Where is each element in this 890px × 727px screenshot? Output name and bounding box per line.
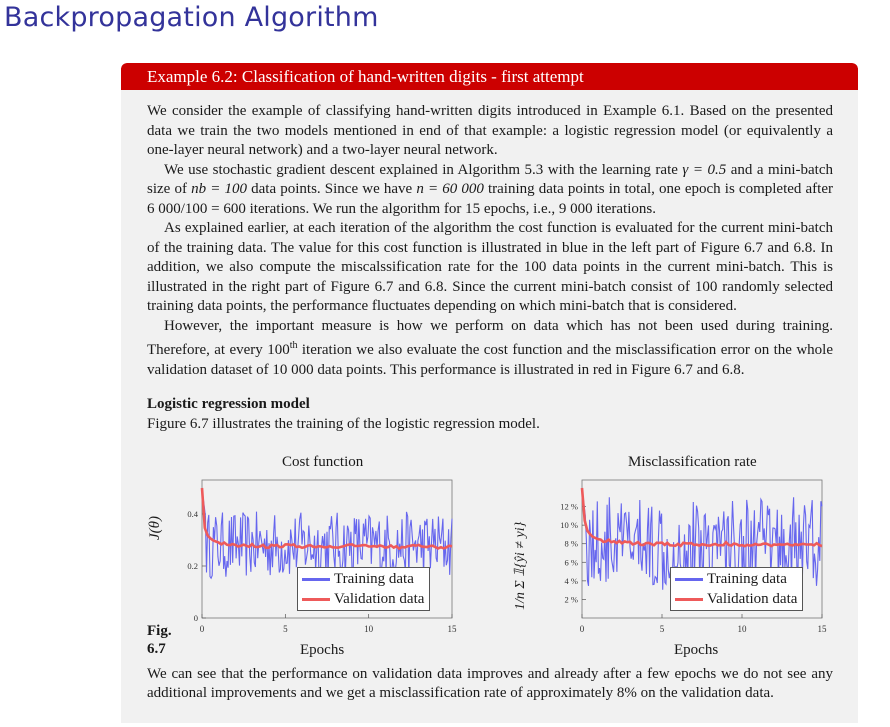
cost-chart-legend: Training data Validation data (297, 567, 431, 611)
section-heading: Logistic regression model (147, 396, 310, 412)
paragraph-4: However, the important measure is how we… (147, 317, 833, 378)
paragraph-1: We consider the example of classifying h… (147, 103, 833, 158)
training-swatch (675, 577, 703, 581)
y-tick-label: 4 % (565, 576, 578, 586)
validation-swatch (302, 597, 330, 601)
legend-entry-validation: Validation data (302, 589, 424, 609)
legend-entry-training: Training data (675, 569, 797, 589)
cost-function-chart: 0 5 10 15 0 0.2 0.4 (187, 479, 457, 634)
misclass-chart-title: Misclassification rate (628, 454, 757, 470)
legend-entry-validation: Validation data (675, 589, 797, 609)
misclass-chart-legend: Training data Validation data (670, 567, 804, 611)
x-tick-label: 5 (660, 624, 665, 634)
n-math: n = 60 000 (416, 181, 484, 197)
misclass-chart-ylabel: 1/n Σ 𝟙{ŷi ≠ yi} (513, 521, 528, 610)
example-block-title: Example 6.2: Classification of hand-writ… (121, 63, 858, 90)
training-series-line (581, 487, 823, 590)
validation-swatch (675, 597, 703, 601)
misclass-chart-xlabel: Epochs (674, 642, 719, 658)
x-tick-label: 10 (364, 624, 374, 634)
x-tick-label: 5 (283, 624, 288, 634)
cost-chart-ylabel: J(θ) (147, 515, 163, 540)
y-tick-label: 12 % (560, 502, 578, 512)
y-tick-label: 10 % (560, 520, 578, 530)
plot-frame (581, 479, 823, 619)
example-text: We consider the example of classifying h… (147, 102, 833, 434)
cost-chart-xlabel: Epochs (300, 642, 345, 658)
misclassification-chart: 0 5 10 15 2 % 4 % 6 % 8 % 10 % 12 % (560, 479, 827, 634)
validation-series-line (580, 487, 823, 548)
y-tick-label: 0.2 (187, 561, 198, 571)
y-tick-label: 0.4 (187, 509, 198, 519)
legend-entry-training: Training data (302, 569, 424, 589)
training-swatch (302, 577, 330, 581)
conclusion-text: We can see that the performance on valid… (147, 666, 833, 701)
learning-rate-math: γ = 0.5 (682, 161, 727, 178)
x-tick-label: 15 (448, 624, 458, 634)
cost-chart-title: Cost function (282, 454, 364, 470)
paragraph-3: As explained earlier, at each iteration … (147, 220, 833, 314)
validation-series-line (200, 487, 453, 551)
training-series-line (201, 487, 453, 580)
y-tick-label: 0 (194, 613, 198, 623)
x-tick-label: 0 (580, 624, 585, 634)
x-tick-label: 0 (200, 624, 205, 634)
figure-label: Fig. 6.7 (147, 623, 172, 657)
paragraph-2: We use stochastic gradient descent expla… (147, 161, 833, 217)
section-intro: Figure 6.7 illustrates the training of t… (147, 415, 540, 432)
plot-frame (201, 479, 453, 619)
y-tick-label: 2 % (565, 594, 578, 604)
slide-title: Backpropagation Algorithm (4, 2, 379, 33)
batch-size-math: nb = 100 (191, 181, 247, 197)
example-block: Example 6.2: Classification of hand-writ… (121, 63, 858, 723)
x-tick-label: 10 (738, 624, 748, 634)
x-tick-label: 15 (818, 624, 828, 634)
y-tick-label: 6 % (565, 557, 578, 567)
y-tick-label: 8 % (565, 539, 578, 549)
